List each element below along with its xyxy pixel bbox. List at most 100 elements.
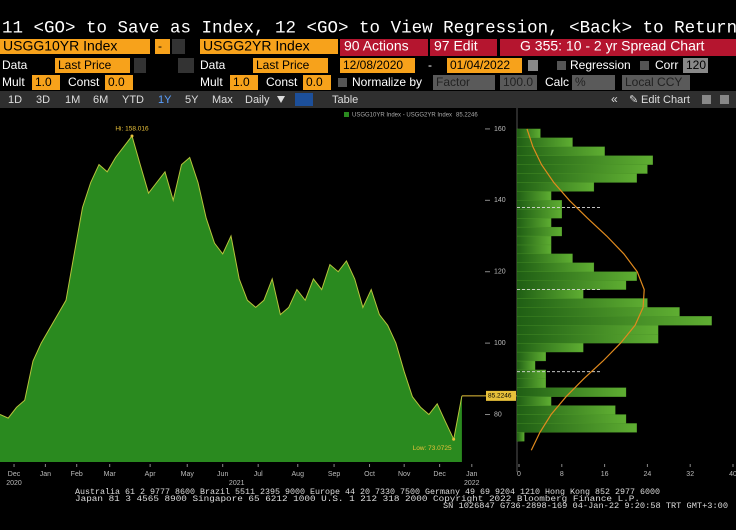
histogram-bar [516,280,627,290]
operator: - [158,39,162,53]
price-field-2-bg[interactable] [253,58,328,73]
year-label: 2021 [229,480,245,487]
area [0,136,462,462]
x-tick-label: Sep [328,471,341,478]
label: Const [68,75,100,89]
period-button[interactable]: 1Y [158,94,172,106]
annotation: Low: 73.0725 [413,445,452,452]
histogram-bar [516,253,573,263]
factor-value: 100.0 [503,75,533,89]
edit: 97 Edit [434,38,478,54]
checkbox[interactable] [557,61,566,70]
histogram-bar [516,405,616,415]
last-value-box [486,390,516,401]
factor-value-bg[interactable] [500,75,537,90]
label: Corr [655,58,678,72]
price-field-1-bg[interactable] [55,58,130,73]
table-button[interactable]: Table [332,94,358,106]
x-tick-label: 0 [517,471,521,478]
calc-field: % [575,75,586,89]
dropdown[interactable] [172,39,185,54]
histogram-bar [516,396,552,406]
security-2: USGG2YR Index [203,38,310,54]
x-tick-label: 24 [644,471,652,478]
checkbox[interactable] [338,78,347,87]
operator-bg[interactable] [155,39,170,54]
histogram-bar [516,218,552,228]
dropdown-arrow [277,96,285,103]
histogram-bar [516,316,712,326]
y-tick-label: 160 [494,126,506,133]
x-tick-label: Nov [398,471,411,478]
const-field-bg[interactable] [105,75,133,90]
annotation-marker [130,134,134,138]
actions-button[interactable] [340,39,428,56]
ccy-field-bg[interactable] [622,75,690,90]
histogram-bar [516,423,637,433]
checkbox[interactable] [640,61,649,70]
period-button[interactable]: 3D [36,94,50,106]
histogram-bar [516,432,525,442]
mult-field-bg[interactable] [32,75,60,90]
security-1-bg[interactable] [0,39,150,54]
histogram-bar [516,342,584,353]
label: Regression [570,58,631,72]
last-value-label: 85.2246 [488,393,512,400]
corr-field-bg[interactable] [683,58,708,73]
dash: - [428,58,432,72]
const-field: 0.0 [306,75,323,89]
period-button[interactable]: 6M [93,94,108,106]
calendar-icon[interactable] [528,60,538,71]
footer-line: Australia 61 2 9777 8600 Brazil 5511 239… [75,488,660,497]
x-tick-label: Oct [364,471,375,478]
x-tick-label: Jan [466,471,477,478]
mult-field-bg[interactable] [230,75,258,90]
menu-icon[interactable] [720,95,729,104]
label: Data [200,58,226,72]
price-field-1: Last Price [58,58,112,72]
label: Calc [545,75,569,89]
x-tick-label: Dec [433,471,446,478]
toolbar [0,91,736,108]
period-button[interactable]: 5Y [185,94,199,106]
histogram-bar [516,137,573,147]
year-label: 2020 [6,480,22,487]
y-tick-label: 80 [494,411,502,418]
histogram-bar [516,334,659,344]
period-button[interactable]: Max [212,94,233,106]
mult-field: 1.0 [233,75,250,89]
frequency-select[interactable]: Daily [245,94,270,106]
calc-field-bg[interactable] [572,75,615,90]
year-label: 2022 [464,480,480,487]
actions: 90 Actions [344,38,409,54]
period-button[interactable]: YTD [122,94,144,106]
label: Data [2,58,28,72]
x-tick-label: Jun [217,471,228,478]
edit-chart-button[interactable]: Edit Chart [641,94,690,106]
edit-button[interactable] [430,39,497,56]
footer-line: SN 1026847 G736-2898-169 04-Jan-22 9:20:… [443,502,728,511]
histogram-bar [516,200,562,210]
settings-icon[interactable] [702,95,711,104]
line-chart-button[interactable] [295,93,313,106]
histogram-bar [516,378,546,388]
histogram-bar [516,325,659,335]
start-date-bg[interactable] [340,58,415,73]
dropdown[interactable] [134,58,146,73]
security-2-bg[interactable] [200,39,338,54]
const-field-bg[interactable] [303,75,331,90]
factor-field-bg[interactable] [433,75,495,90]
histogram-bar [516,244,552,255]
x-tick-label: Jul [254,471,263,478]
end-date-bg[interactable] [447,58,522,73]
period-button[interactable]: 1M [65,94,80,106]
legend-swatch [344,112,349,117]
x-tick-label: 40 [729,471,736,478]
x-tick-label: Apr [145,471,157,478]
swap-icon[interactable] [178,58,194,73]
period-button[interactable]: 1D [8,94,22,106]
annotation: Hi: 158.016 [115,126,149,133]
histogram-bar [516,226,562,237]
histogram-bar [516,360,536,371]
